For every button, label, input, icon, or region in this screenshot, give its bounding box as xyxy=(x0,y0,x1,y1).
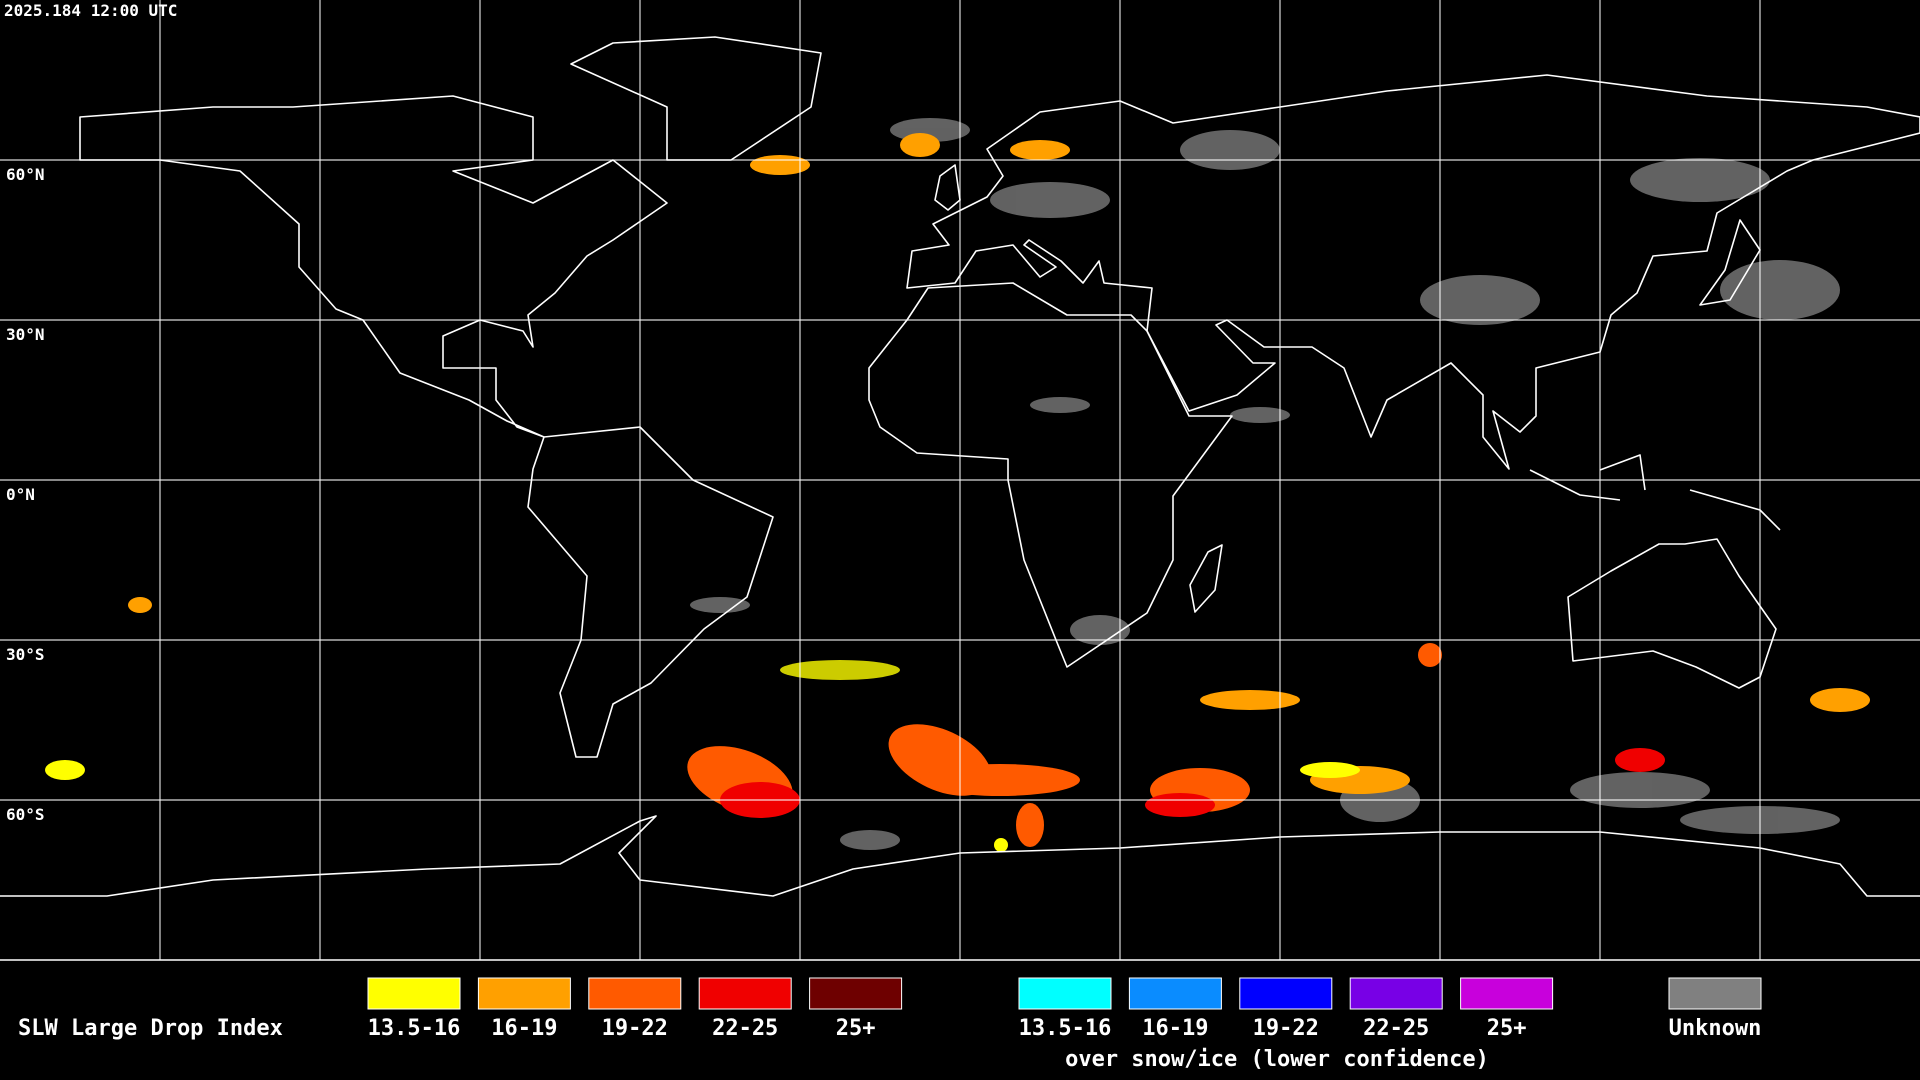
legend-label: 16-19 xyxy=(1142,1016,1208,1041)
legend-swatch xyxy=(1349,977,1443,1010)
legend-swatch xyxy=(1128,977,1222,1010)
coastlines xyxy=(0,36,1920,897)
legend-label: 19-22 xyxy=(1253,1016,1319,1041)
legend: SLW Large Drop Index over snow/ice (lowe… xyxy=(18,977,1762,1072)
legend-label: 25+ xyxy=(836,1016,876,1041)
north-america xyxy=(79,95,668,438)
timestamp: 2025.184 12:00 UTC xyxy=(4,1,177,20)
legend-swatch xyxy=(1239,977,1333,1010)
madagascar xyxy=(1189,544,1223,613)
legend-swatch xyxy=(809,977,903,1010)
australia xyxy=(1567,538,1777,689)
antarctica xyxy=(0,815,1920,897)
british-isles xyxy=(934,164,961,211)
legend-swatch xyxy=(588,977,682,1010)
latitude-label: 60°N xyxy=(6,165,45,184)
africa xyxy=(868,282,1233,668)
latitude-labels: 60°N 30°N 0°N 30°S 60°S xyxy=(6,165,45,824)
unknown-cloud-patches xyxy=(690,118,1840,850)
legend-note: over snow/ice (lower confidence) xyxy=(1065,1047,1489,1072)
latitude-label: 0°N xyxy=(6,485,35,504)
legend-label: 22-25 xyxy=(1363,1016,1429,1041)
latitude-label: 60°S xyxy=(6,805,45,824)
legend-label: 19-22 xyxy=(602,1016,668,1041)
legend-swatch xyxy=(1460,977,1554,1010)
legend-label: 16-19 xyxy=(491,1016,557,1041)
latitude-label: 30°N xyxy=(6,325,45,344)
japan xyxy=(1699,219,1761,306)
legend-swatch xyxy=(477,977,571,1010)
greenland xyxy=(570,36,822,161)
legend-title: SLW Large Drop Index xyxy=(18,1016,283,1041)
legend-label: 22-25 xyxy=(712,1016,778,1041)
legend-label: 25+ xyxy=(1487,1016,1527,1041)
legend-swatch xyxy=(367,977,461,1010)
latitude-label: 30°S xyxy=(6,645,45,664)
legend-swatch xyxy=(698,977,792,1010)
legend-swatch xyxy=(1018,977,1112,1010)
map: 2025.184 12:00 UTC 60°N 30°N 0°N 30°S 60°S xyxy=(0,0,1920,960)
legend-label: Unknown xyxy=(1669,1016,1762,1041)
eurasia xyxy=(906,74,1920,470)
south-america xyxy=(527,426,774,758)
legend-swatch xyxy=(1668,977,1762,1010)
legend-label: 13.5-16 xyxy=(1019,1016,1112,1041)
graticule xyxy=(0,0,1920,960)
legend-label: 13.5-16 xyxy=(368,1016,461,1041)
